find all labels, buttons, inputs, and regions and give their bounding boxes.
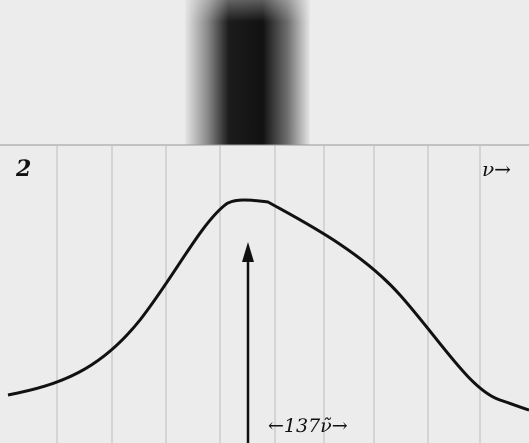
panel-label: 2 [15, 156, 31, 182]
axis-label: ν→ [482, 157, 511, 181]
spectrogram-fade [185, 0, 310, 145]
arrow-head [242, 242, 254, 262]
graph-paper [56, 145, 481, 443]
intensity-curve [7, 198, 529, 412]
annotation: ←137ν̃→ [268, 415, 348, 437]
